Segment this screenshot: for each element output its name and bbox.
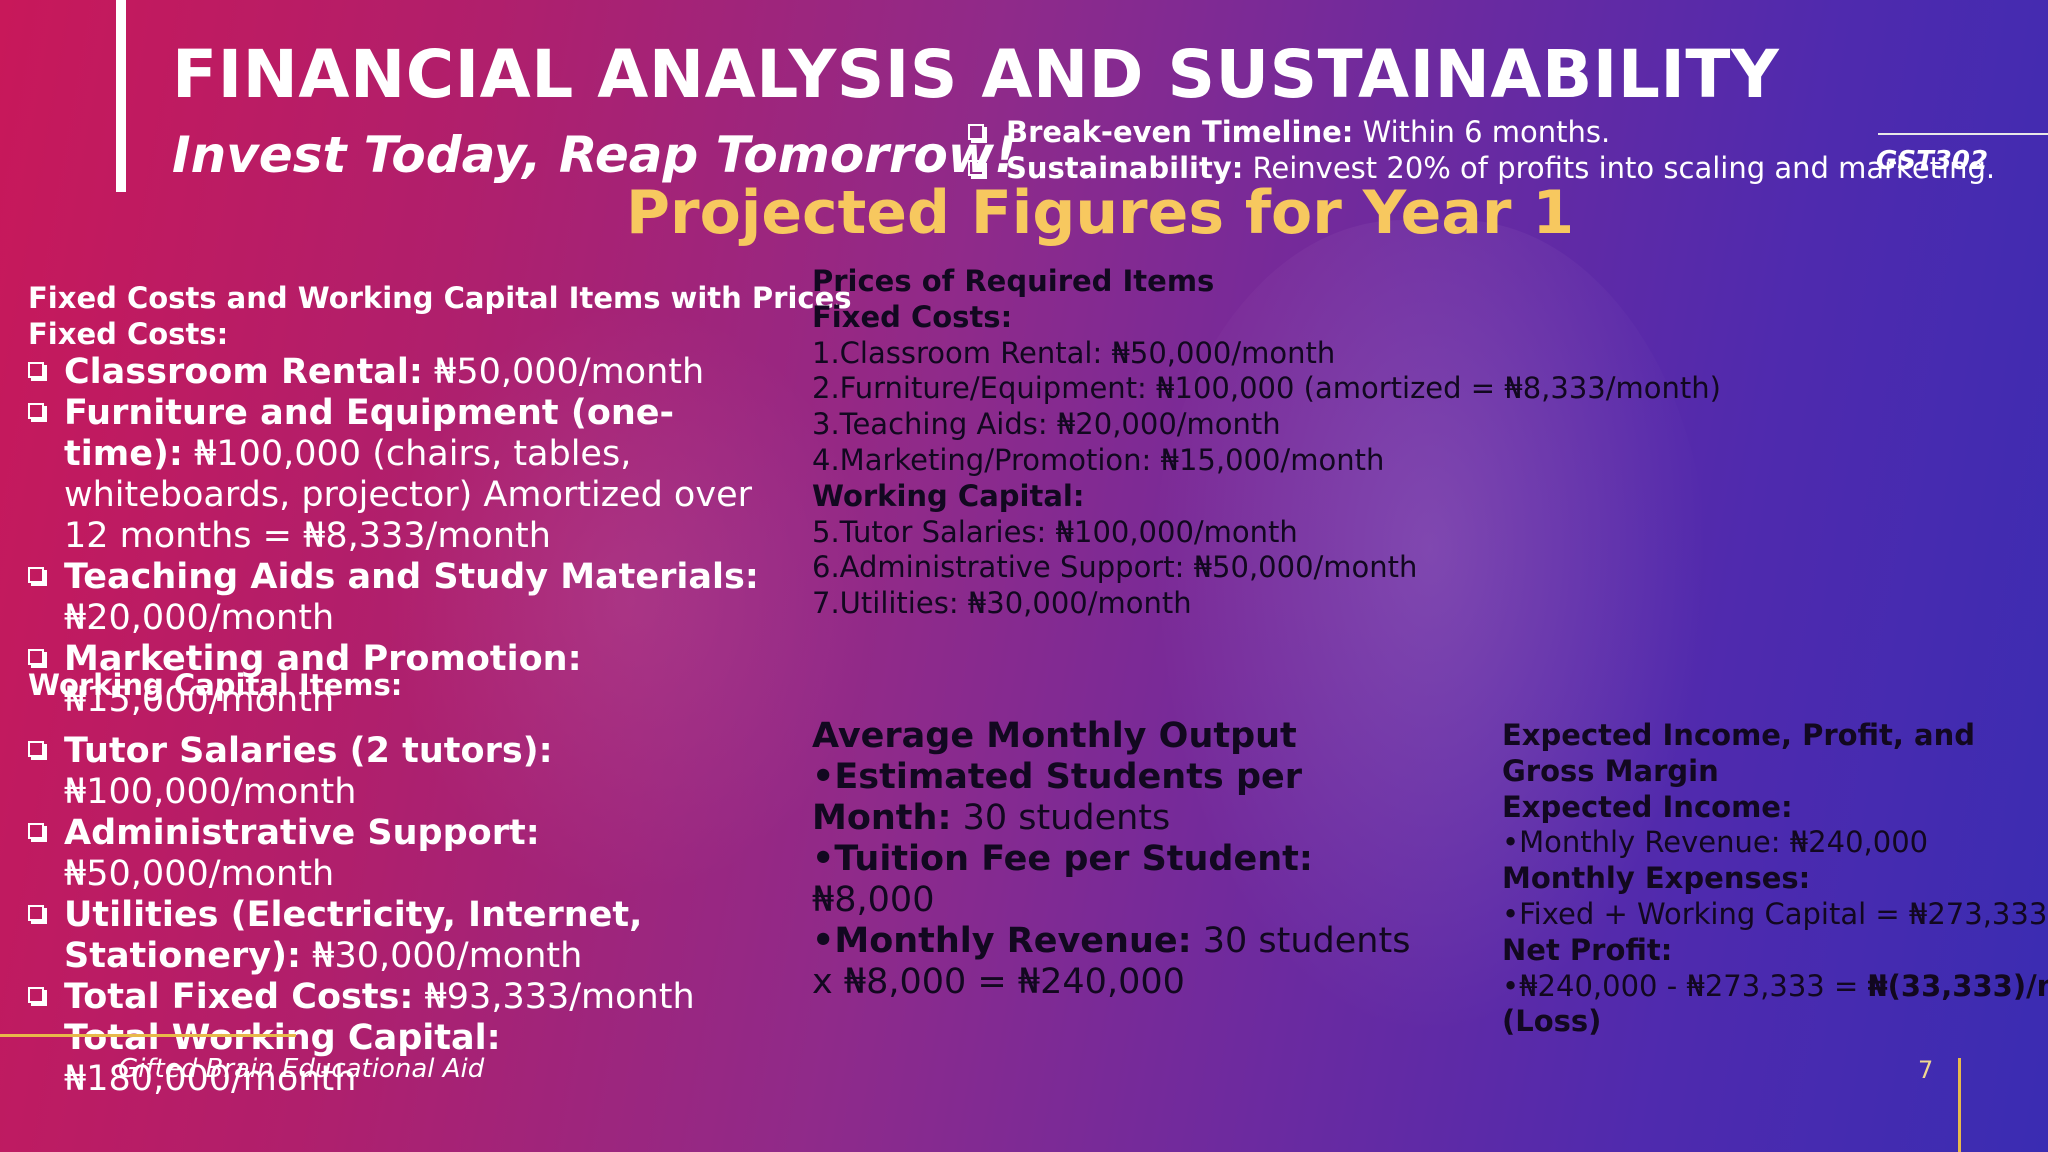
bullet-label: Sustainability: bbox=[1006, 151, 1244, 185]
total-wc-label: Total Working Capital: bbox=[64, 1018, 501, 1058]
title-accent-bar bbox=[116, 0, 126, 192]
item-value: ₦8,000 bbox=[812, 880, 935, 920]
bullet-label: Break-even Timeline: bbox=[1006, 115, 1354, 149]
item-label: Furniture and Equipment (one-time): bbox=[64, 393, 675, 474]
list-item: Sustainability: Reinvest 20% of profits … bbox=[968, 150, 1995, 186]
item-value: ₦20,000/month bbox=[64, 598, 335, 638]
checkbox-bullet-icon bbox=[28, 905, 44, 921]
page-subtitle: Invest Today, Reap Tomorrow! bbox=[172, 126, 1017, 184]
total-wc-value: ₦180,000/month bbox=[64, 1059, 357, 1099]
footer-accent-line-right bbox=[1958, 1058, 1961, 1152]
bullet-value: Within 6 months. bbox=[1353, 115, 1611, 149]
item-value: ₦100,000/month bbox=[64, 772, 357, 812]
list-item: 5.Tutor Salaries: ₦100,000/month bbox=[812, 514, 1298, 549]
monthly-output-block: Average Monthly Output •Estimated Studen… bbox=[812, 716, 1412, 1003]
list-item: •₦240,000 - ₦273,333 = ₦(33,333)/month bbox=[1502, 969, 2048, 1005]
section-title: Fixed Costs and Working Capital Items wi… bbox=[28, 281, 852, 315]
bullet-value: Reinvest 20% of profits into scaling and… bbox=[1243, 151, 1996, 185]
item-value: ₦30,000/month bbox=[301, 936, 583, 976]
section-heading: Projected Figures for Year 1 bbox=[626, 178, 1575, 248]
list-item: •Monthly Revenue: ₦240,000 bbox=[1502, 825, 1929, 860]
overlap-group: Marketing and Promotion: ₦15,000/month W… bbox=[28, 639, 788, 721]
top-bullet-list: Break-even Timeline: Within 6 months. Su… bbox=[968, 114, 1995, 186]
net-profit-title: Net Profit: bbox=[1502, 932, 1673, 967]
item-value: 30 students bbox=[951, 798, 1171, 838]
list-item: •Monthly Revenue: 30 students x ₦8,000 =… bbox=[812, 921, 1412, 1003]
item-value: 30 students x ₦8,000 = ₦240,000 bbox=[812, 921, 1411, 1002]
page-title: FINANCIAL ANALYSIS AND SUSTAINABILITY bbox=[172, 36, 1780, 113]
fixed-costs-title: Fixed Costs: bbox=[812, 299, 1013, 334]
item-value: ₦93,333/month bbox=[413, 977, 695, 1017]
list-item: Utilities (Electricity, Internet, Statio… bbox=[28, 895, 788, 977]
list-item: Total Fixed Costs: ₦93,333/month Total W… bbox=[28, 977, 788, 1100]
item-label: Utilities (Electricity, Internet, Statio… bbox=[64, 895, 643, 976]
expected-income-title: Expected Income: bbox=[1502, 789, 1793, 824]
item-value: ₦100,000 (chairs, tables, whiteboards, p… bbox=[64, 434, 752, 556]
list-item: Teaching Aids and Study Materials: ₦20,0… bbox=[28, 557, 788, 639]
list-item: •Estimated Students per Month: 30 studen… bbox=[812, 757, 1412, 839]
working-capital-title: Working Capital: bbox=[812, 478, 1085, 513]
page-number: 7 bbox=[1918, 1056, 1934, 1084]
list-item: 7.Utilities: ₦30,000/month bbox=[812, 586, 1192, 621]
profit-calc: •₦240,000 - ₦273,333 = bbox=[1502, 968, 1868, 1003]
left-column: Fixed Costs and Working Capital Items wi… bbox=[28, 280, 852, 1100]
income-title: Expected Income, Profit, and Gross Margi… bbox=[1502, 718, 1975, 788]
list-item: 6.Administrative Support: ₦50,000/month bbox=[812, 550, 1418, 585]
item-label: Total Fixed Costs: bbox=[64, 977, 414, 1017]
divider-line bbox=[1878, 133, 2048, 135]
item-label: •Monthly Revenue: bbox=[812, 921, 1192, 961]
item-label: Teaching Aids and Study Materials: bbox=[64, 557, 759, 597]
profit-note: (Loss) bbox=[1502, 1004, 1602, 1039]
list-item: 2.Furniture/Equipment: ₦100,000 (amortiz… bbox=[812, 371, 1721, 406]
list-item: 1.Classroom Rental: ₦50,000/month bbox=[812, 335, 1336, 370]
checkbox-bullet-icon bbox=[28, 567, 44, 583]
item-label: •Tuition Fee per Student: bbox=[812, 839, 1313, 879]
course-code: GST302 bbox=[1876, 146, 1989, 176]
list-item: Furniture and Equipment (one-time): ₦100… bbox=[28, 393, 788, 557]
item-value: ₦50,000/month bbox=[64, 854, 335, 894]
checkbox-bullet-icon bbox=[28, 741, 44, 757]
checkbox-bullet-icon bbox=[28, 649, 44, 665]
working-capital-title: Working Capital Items: bbox=[28, 668, 403, 702]
checkbox-bullet-icon bbox=[968, 124, 984, 140]
profit-result: ₦(33,333)/month bbox=[1867, 968, 2048, 1003]
list-item: 4.Marketing/Promotion: ₦15,000/month bbox=[812, 442, 1385, 477]
list-item: Tutor Salaries (2 tutors): ₦100,000/mont… bbox=[28, 731, 788, 813]
list-item: Marketing and Promotion: ₦15,000/month bbox=[28, 639, 788, 721]
checkbox-bullet-icon bbox=[28, 362, 44, 378]
checkbox-bullet-icon bbox=[28, 403, 44, 419]
item-value: ₦15,000/month bbox=[64, 680, 335, 720]
list-item: Administrative Support: ₦50,000/month bbox=[28, 813, 788, 895]
checkbox-bullet-icon bbox=[28, 823, 44, 839]
income-block: Expected Income, Profit, and Gross Margi… bbox=[1502, 718, 2048, 1040]
footer-text: Gifted Brain Educational Aid bbox=[118, 1054, 485, 1084]
checkbox-bullet-icon bbox=[968, 160, 984, 176]
footer-accent-line bbox=[0, 1034, 296, 1037]
item-label: •Estimated Students per Month: bbox=[812, 757, 1302, 838]
item-label: Tutor Salaries (2 tutors): bbox=[64, 731, 553, 771]
fixed-costs-title: Fixed Costs: bbox=[28, 317, 229, 351]
item-label: Administrative Support: bbox=[64, 813, 540, 853]
monthly-expenses-title: Monthly Expenses: bbox=[1502, 861, 1811, 896]
list-item: •Tuition Fee per Student: ₦8,000 bbox=[812, 839, 1412, 921]
prices-column: Prices of Required Items Fixed Costs: 1.… bbox=[812, 264, 1721, 622]
item-label: Classroom Rental: bbox=[64, 352, 423, 392]
list-item: Break-even Timeline: Within 6 months. bbox=[968, 114, 1995, 150]
output-title: Average Monthly Output bbox=[812, 716, 1297, 756]
list-item: •Fixed + Working Capital = ₦273,333 bbox=[1502, 896, 2048, 931]
checkbox-bullet-icon bbox=[28, 987, 44, 1003]
prices-title: Prices of Required Items bbox=[812, 264, 1215, 298]
item-value: ₦50,000/month bbox=[422, 352, 705, 392]
item-label: Marketing and Promotion: bbox=[64, 639, 582, 679]
list-item: 3.Teaching Aids: ₦20,000/month bbox=[812, 407, 1281, 442]
list-item: Classroom Rental: ₦50,000/month bbox=[28, 352, 788, 393]
